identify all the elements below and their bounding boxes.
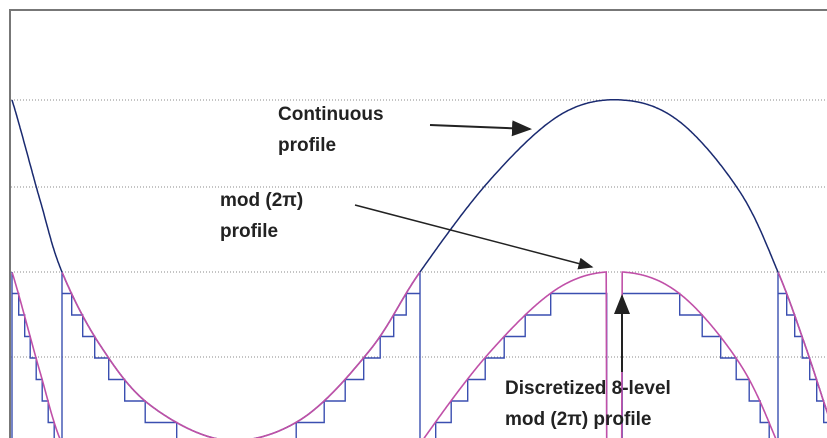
mod-profile — [11, 271, 827, 438]
label: profile — [220, 221, 278, 242]
label: Discretized 8-level — [505, 378, 671, 399]
discretized-profile — [11, 272, 827, 438]
arrow — [354, 204, 594, 270]
label: mod (2π) — [220, 190, 303, 211]
curves — [11, 99, 827, 438]
label: Continuous — [278, 104, 384, 125]
frame — [9, 9, 827, 438]
label: mod (2π) profile — [505, 409, 652, 430]
arrow — [429, 120, 532, 137]
label: profile — [278, 135, 336, 156]
